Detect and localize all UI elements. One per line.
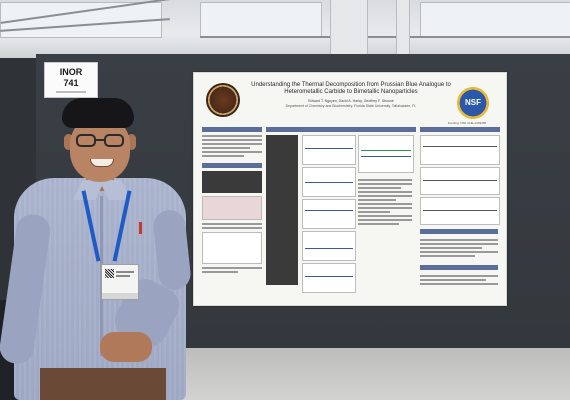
text-line [420, 247, 483, 249]
text-line [358, 187, 402, 189]
text-line [358, 203, 412, 205]
text-line [202, 151, 262, 153]
ear [64, 134, 73, 150]
text-line [358, 215, 412, 217]
poster-title: Understanding the Thermal Decomposition … [251, 82, 451, 95]
spectrum-plot [302, 263, 356, 293]
text-line [358, 199, 396, 201]
figure-image [202, 171, 262, 193]
ear [127, 134, 136, 150]
text-line [202, 143, 262, 145]
wall-pillar [330, 0, 368, 58]
spectrum-plot [302, 135, 356, 165]
section-header [420, 127, 500, 132]
text-line [202, 135, 262, 137]
spectrum-plot [420, 167, 500, 195]
convention-ceiling [0, 0, 570, 58]
text-line [202, 223, 262, 225]
funding-note: Funding: NSF CHE-1363455 [447, 121, 487, 125]
tem-image-strip [266, 135, 298, 285]
name-badge [101, 264, 139, 300]
text-line [420, 283, 498, 285]
pants [40, 368, 166, 400]
section-header [266, 127, 416, 132]
references-text [420, 273, 498, 287]
text-line [358, 179, 412, 181]
text-line [420, 275, 498, 277]
poster-department: Department of Chemistry and Biochemistry… [285, 104, 417, 108]
text-line [358, 211, 391, 213]
section-header [420, 229, 498, 234]
text-line [420, 251, 498, 253]
qr-code-icon [105, 269, 114, 278]
clasped-hands [100, 332, 152, 362]
text-line [202, 271, 238, 273]
wall-pillar [396, 0, 410, 58]
spectrum-plot [302, 231, 356, 261]
figure-plot [202, 232, 262, 264]
back-window [420, 2, 570, 38]
poster-authors: Edward T. Nguyen, David A. Hardy, Geoffr… [308, 99, 394, 103]
nsf-logo: NSF [456, 86, 490, 120]
booth-sign-fineprint [56, 91, 86, 93]
spectrum-plot [420, 135, 500, 165]
glasses-icon [76, 134, 126, 148]
text-line [358, 219, 412, 221]
text-line [202, 267, 262, 269]
text-line [202, 155, 244, 157]
research-poster: Understanding the Thermal Decomposition … [193, 72, 507, 306]
text-line [420, 255, 475, 257]
booth-number-sign: INOR 741 [44, 62, 98, 98]
university-seal-logo [206, 83, 240, 117]
text-line [358, 207, 412, 209]
section-header [202, 163, 262, 168]
poster-column-center [266, 127, 416, 299]
section-header [420, 265, 498, 270]
text-line [358, 223, 399, 225]
section-header [202, 127, 262, 132]
text-line [202, 139, 262, 141]
figure-plot [202, 196, 262, 220]
poster-column-right [420, 127, 500, 299]
spectrum-plot [420, 197, 500, 225]
text-line [420, 279, 487, 281]
text-line [358, 183, 412, 185]
hair [62, 98, 134, 128]
spectrum-plot [302, 167, 356, 197]
nsf-logo-text: NSF [465, 98, 481, 107]
pen-icon [139, 222, 142, 234]
booth-sign-line2: 741 [63, 78, 79, 88]
conclusions-text [420, 237, 498, 259]
text-line [202, 227, 262, 229]
text-line [358, 195, 412, 197]
bullet-list [358, 177, 412, 227]
xrd-plot [358, 135, 414, 173]
text-line [358, 191, 412, 193]
ceiling-truss [200, 36, 570, 38]
booth-sign-line1: INOR [59, 67, 83, 77]
spectrum-plot [302, 199, 356, 229]
text-line [420, 239, 498, 241]
text-line [202, 147, 250, 149]
poster-column-left [202, 127, 262, 299]
text-line [420, 243, 498, 245]
